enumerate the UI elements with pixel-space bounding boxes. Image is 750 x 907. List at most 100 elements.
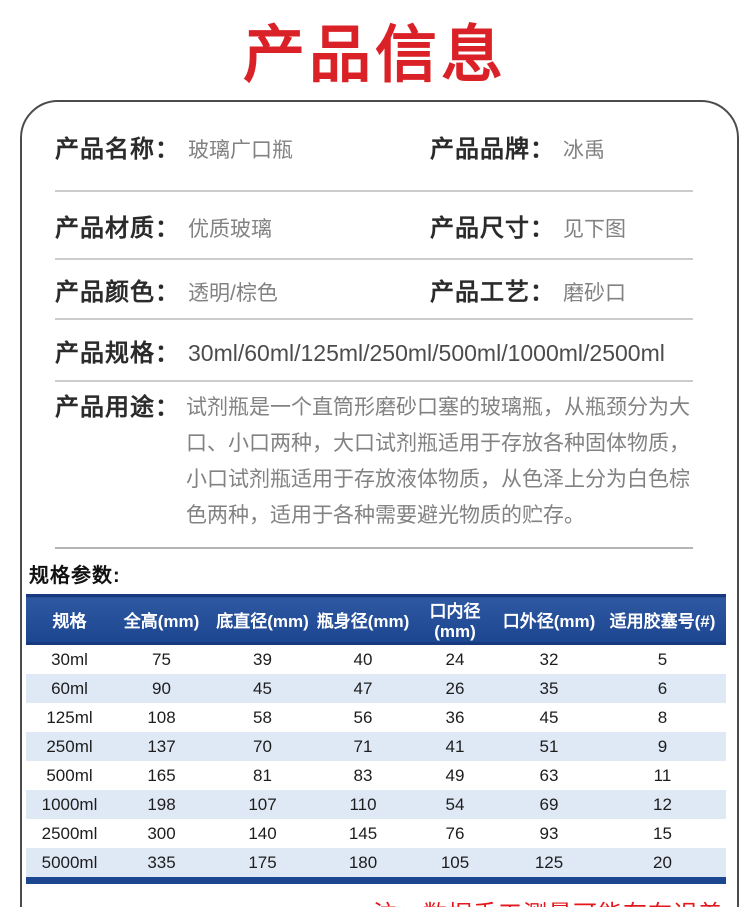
info-field-craft: 产品工艺： 磨砂口 xyxy=(430,272,626,307)
spec-cell: 137 xyxy=(147,736,176,756)
field-label: 产品规格： xyxy=(55,339,180,367)
spec-cell: 75 xyxy=(152,649,171,669)
table-bottom-bar xyxy=(26,877,726,884)
spec-section-heading: 规格参数: xyxy=(29,565,121,587)
spec-cell: 105 xyxy=(440,852,470,872)
info-row-usage: 产品用途： 试剂瓶是一个直筒形磨砂口塞的玻璃瓶，从瓶颈分为大口、小口两种，大口试… xyxy=(55,382,693,549)
spec-cell: 145 xyxy=(348,823,378,843)
info-field-color: 产品颜色： 透明/棕色 xyxy=(55,272,430,307)
spec-cell: 90 xyxy=(152,678,171,698)
field-value: 磨砂口 xyxy=(563,281,626,305)
spec-cell: 56 xyxy=(353,707,373,727)
info-field-brand: 产品品牌： 冰禹 xyxy=(430,129,605,164)
table-row: 60ml 90 45 47 26 35 6 xyxy=(26,674,726,703)
info-field-material: 产品材质： 优质玻璃 xyxy=(55,208,430,243)
spec-cell: 165 xyxy=(147,765,176,785)
spec-cell: 107 xyxy=(248,794,277,814)
spec-cell: 41 xyxy=(445,736,465,756)
table-row: 1000ml 198 107 110 54 69 12 xyxy=(26,790,726,819)
info-row: 产品材质： 优质玻璃 产品尺寸： 见下图 xyxy=(55,192,693,260)
field-value: 30ml/60ml/125ml/250ml/500ml/1000ml/2500m… xyxy=(188,339,665,366)
column-header: 规格 xyxy=(26,594,113,645)
spec-cell: 11 xyxy=(653,765,672,785)
spec-cell: 6 xyxy=(657,678,668,698)
table-row: 500ml 165 81 83 49 63 11 xyxy=(26,761,726,790)
field-value: 优质玻璃 xyxy=(188,217,272,241)
spec-cell: 5000ml xyxy=(41,852,98,872)
info-field-name: 产品名称： 玻璃广口瓶 xyxy=(55,129,430,164)
spec-cell: 45 xyxy=(539,707,559,727)
field-label: 产品材质： xyxy=(55,214,180,242)
spec-cell: 60ml xyxy=(51,678,88,698)
info-row: 产品名称： 玻璃广口瓶 产品品牌： 冰禹 xyxy=(55,102,693,192)
spec-table-header-row: 规格 全高(mm) 底直径(mm) 瓶身径(mm) 口内径(mm) 口外径(mm… xyxy=(26,594,726,645)
spec-cell: 125ml xyxy=(46,707,93,727)
spec-cell: 69 xyxy=(539,794,559,814)
page-title: 产品信息 xyxy=(242,21,507,90)
table-row: 30ml 75 39 40 24 32 5 xyxy=(26,644,726,675)
spec-cell: 24 xyxy=(445,649,465,669)
column-header: 适用胶塞号(#) xyxy=(599,594,726,645)
column-header: 口外径(mm) xyxy=(499,594,599,645)
field-label: 产品名称： xyxy=(55,135,180,163)
spec-cell: 8 xyxy=(657,707,668,727)
spec-table: 规格 全高(mm) 底直径(mm) 瓶身径(mm) 口内径(mm) 口外径(mm… xyxy=(26,594,726,877)
field-value: 冰禹 xyxy=(563,138,605,162)
field-label: 产品品牌： xyxy=(430,135,555,163)
spec-cell: 15 xyxy=(653,823,672,843)
column-header: 底直径(mm) xyxy=(210,594,315,645)
spec-cell: 175 xyxy=(248,852,277,872)
spec-cell: 198 xyxy=(147,794,176,814)
info-row: 产品规格： 30ml/60ml/125ml/250ml/500ml/1000ml… xyxy=(55,320,693,382)
spec-cell: 2500ml xyxy=(41,823,98,843)
info-field-size: 产品尺寸： 见下图 xyxy=(430,208,626,243)
product-info-section: 产品名称： 玻璃广口瓶 产品品牌： 冰禹 产品材质： 优质玻璃 产品尺寸： 见下… xyxy=(22,102,737,549)
table-row: 5000ml 335 175 180 105 125 20 xyxy=(26,848,726,877)
spec-cell: 81 xyxy=(253,765,272,785)
field-value: 试剂瓶是一个直筒形磨砂口塞的玻璃瓶，从瓶颈分为大口、小口两种，大口试剂瓶适用于存… xyxy=(186,396,690,527)
info-field-spec: 产品规格： 30ml/60ml/125ml/250ml/500ml/1000ml… xyxy=(55,333,665,368)
spec-cell: 12 xyxy=(653,794,672,814)
table-row: 125ml 108 58 56 36 45 8 xyxy=(26,703,726,732)
spec-cell: 70 xyxy=(253,736,272,756)
spec-cell: 335 xyxy=(147,852,176,872)
spec-cell: 51 xyxy=(539,736,559,756)
spec-cell: 49 xyxy=(445,765,465,785)
spec-cell: 30ml xyxy=(51,649,88,669)
spec-cell: 180 xyxy=(348,852,378,872)
spec-cell: 36 xyxy=(445,707,465,727)
column-header: 全高(mm) xyxy=(113,594,210,645)
spec-cell: 110 xyxy=(349,794,377,814)
spec-cell: 125 xyxy=(534,852,564,872)
column-header: 瓶身径(mm) xyxy=(315,594,411,645)
field-label: 产品用途： xyxy=(55,394,180,421)
spec-cell: 300 xyxy=(147,823,176,843)
product-card: 产品名称： 玻璃广口瓶 产品品牌： 冰禹 产品材质： 优质玻璃 产品尺寸： 见下… xyxy=(20,100,739,907)
spec-cell: 9 xyxy=(657,736,668,756)
field-label: 产品工艺： xyxy=(430,278,555,306)
table-row: 250ml 137 70 71 41 51 9 xyxy=(26,732,726,761)
spec-cell: 93 xyxy=(539,823,559,843)
spec-cell: 35 xyxy=(539,678,559,698)
spec-cell: 47 xyxy=(353,678,373,698)
spec-cell: 45 xyxy=(253,678,272,698)
spec-cell: 5 xyxy=(657,649,668,669)
spec-cell: 32 xyxy=(539,649,559,669)
info-row: 产品颜色： 透明/棕色 产品工艺： 磨砂口 xyxy=(55,260,693,320)
column-header: 口内径(mm) xyxy=(411,594,499,645)
spec-cell: 71 xyxy=(353,736,373,756)
spec-cell: 108 xyxy=(147,707,176,727)
field-value: 见下图 xyxy=(563,217,626,241)
field-value: 透明/棕色 xyxy=(188,281,278,305)
spec-cell: 39 xyxy=(253,649,272,669)
spec-cell: 20 xyxy=(653,852,672,872)
spec-cell: 140 xyxy=(248,823,277,843)
spec-cell: 76 xyxy=(445,823,465,843)
table-row: 2500ml 300 140 145 76 93 15 xyxy=(26,819,726,848)
spec-cell: 500ml xyxy=(46,765,93,785)
spec-cell: 83 xyxy=(353,765,373,785)
field-label: 产品颜色： xyxy=(55,278,180,306)
spec-cell: 1000ml xyxy=(41,794,98,814)
spec-cell: 54 xyxy=(445,794,465,814)
